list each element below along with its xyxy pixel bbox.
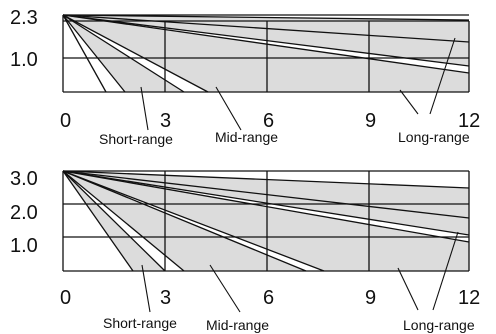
bottom-x-tick-label: 0 xyxy=(60,287,71,309)
top-long-range-label: Long-range xyxy=(398,129,470,145)
bottom-leaders xyxy=(141,231,459,313)
bottom-mid-range-label: Mid-range xyxy=(206,317,269,333)
top-x-tick-label: 0 xyxy=(60,110,71,132)
top-y-tick-label: 2.3 xyxy=(10,7,38,29)
top-mid-range-label: Mid-range xyxy=(215,129,278,145)
top-x-axis-labels: 0 3 6 9 12 xyxy=(60,110,480,132)
top-panel: 2.3 1.0 0 3 6 9 12 Short-range Mid-range… xyxy=(10,7,480,147)
top-leaders xyxy=(140,37,456,131)
bottom-y-tick-label: 1.0 xyxy=(10,235,38,257)
bottom-y-axis-labels: 3.0 2.0 1.0 xyxy=(10,168,38,257)
top-short-range-label: Short-range xyxy=(99,131,173,147)
top-range-labels: Short-range Mid-range Long-range xyxy=(99,129,470,147)
bottom-panel: 3.0 2.0 1.0 0 3 6 9 12 Short-range Mid-r… xyxy=(10,168,480,333)
top-range-lines xyxy=(62,14,470,93)
top-x-tick-label: 3 xyxy=(160,110,171,132)
bottom-range-lines xyxy=(62,170,470,272)
top-x-tick-label: 9 xyxy=(365,110,376,132)
bottom-x-tick-label: 12 xyxy=(458,287,480,309)
bottom-short-range-label: Short-range xyxy=(103,315,177,331)
bottom-y-tick-label: 2.0 xyxy=(10,202,38,224)
top-x-tick-label: 6 xyxy=(263,110,274,132)
bottom-range-labels: Short-range Mid-range Long-range xyxy=(103,315,475,333)
bottom-x-tick-label: 9 xyxy=(365,287,376,309)
bottom-y-tick-label: 3.0 xyxy=(10,168,38,190)
bottom-x-tick-label: 3 xyxy=(160,287,171,309)
bottom-x-axis-labels: 0 3 6 9 12 xyxy=(60,287,480,309)
bottom-grid xyxy=(62,170,470,272)
top-x-tick-label: 12 xyxy=(458,110,480,132)
bottom-x-tick-label: 6 xyxy=(263,287,274,309)
bottom-long-range-label: Long-range xyxy=(403,317,475,333)
top-y-axis-labels: 2.3 1.0 xyxy=(10,7,38,71)
top-y-tick-label: 1.0 xyxy=(10,49,38,71)
